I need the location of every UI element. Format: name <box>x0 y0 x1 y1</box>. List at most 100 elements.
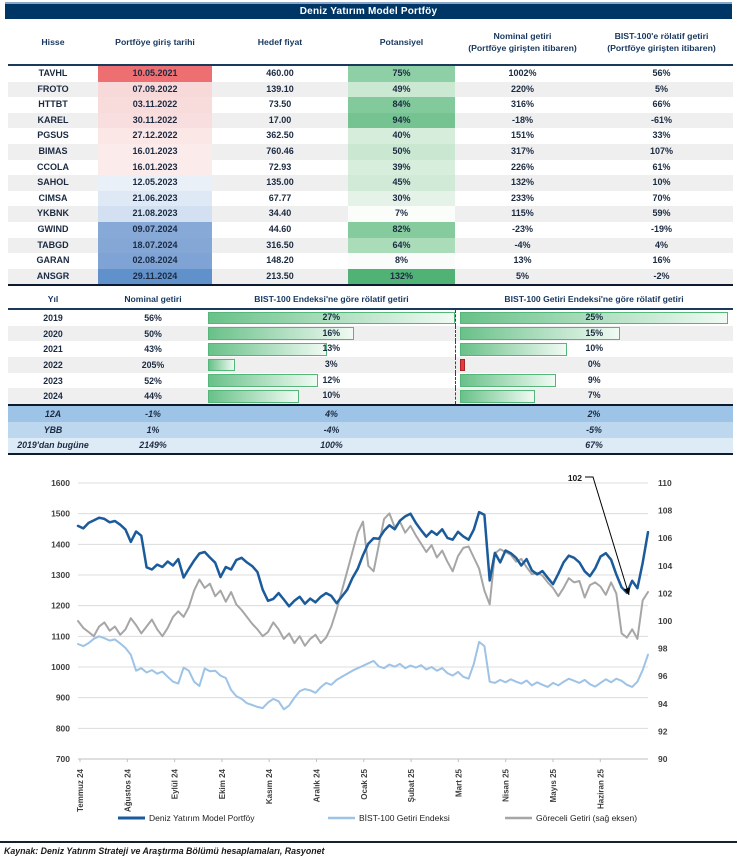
bar-value-label: 0% <box>587 359 601 370</box>
cell-summary-nominal: 1% <box>146 424 160 435</box>
cell-giris-tarihi: 02.08.2024 <box>98 253 212 269</box>
svg-text:Ekim 24: Ekim 24 <box>218 768 227 799</box>
table-row: CCOLA 16.01.2023 72.93 39% 226% 61% <box>8 159 733 176</box>
cell-rolatif-getiri: -61% <box>650 114 672 125</box>
yearly-rows: 2019 56% 27% 25% 2020 50% 16% 15% 2021 43% 13% 10% 2… <box>8 309 733 406</box>
cell-giris-tarihi: 18.07.2024 <box>98 237 212 254</box>
cell-rolatif-getiri: 10% <box>652 177 671 188</box>
report-title: Deniz Yatırım Model Portföy <box>5 2 732 19</box>
portfolio-table-header: Hisse Portföye giriş tarihi Hedef fiyat … <box>8 21 733 66</box>
cell-rolatif-getiri: 33% <box>652 130 671 141</box>
cell-potansiyel: 40% <box>348 128 455 144</box>
cell-giris-tarihi: 21.08.2023 <box>98 206 212 222</box>
svg-text:90: 90 <box>658 754 668 764</box>
cell-hedef-fiyat: 213.50 <box>212 268 348 287</box>
legend-label: BİST-100 Getiri Endeksi <box>359 813 450 823</box>
svg-text:Nisan 25: Nisan 25 <box>502 768 511 801</box>
cell-summary-bist: 4% <box>208 404 455 422</box>
cell-bist-rolatif: 10% <box>208 388 455 405</box>
cell-hedef-fiyat: 460.00 <box>266 68 294 78</box>
cell-potansiyel: 64% <box>348 237 455 254</box>
cell-hedef-fiyat: 316.50 <box>266 239 294 250</box>
cell-rolatif-getiri: 107% <box>649 145 674 156</box>
svg-text:100: 100 <box>658 616 672 626</box>
table-row: PGSUS 27.12.2022 362.50 40% 151% 33% <box>8 128 733 144</box>
portfolio-table: Hisse Portföye giriş tarihi Hedef fiyat … <box>8 21 733 287</box>
cell-hedef-fiyat: 139.10 <box>266 83 294 94</box>
summary-row: 12A -1% 4% 2% <box>8 404 733 422</box>
cell-nominal-getiri: 5% <box>455 268 590 287</box>
svg-text:106: 106 <box>658 533 672 543</box>
svg-text:102: 102 <box>658 588 672 598</box>
cell-bist-rolatif: 13% <box>208 341 455 357</box>
svg-text:700: 700 <box>56 754 70 764</box>
table-row: FROTO 07.09.2022 139.10 49% 220% 5% <box>8 81 733 98</box>
svg-text:Ağustos 24: Ağustos 24 <box>123 768 132 812</box>
cell-yil: 2020 <box>43 328 63 339</box>
year-row: 2023 52% 12% 9% <box>8 372 733 389</box>
cell-hisse: FROTO <box>37 83 69 94</box>
data-bar <box>208 327 355 340</box>
svg-text:Temmuz 24: Temmuz 24 <box>76 768 85 812</box>
cell-hedef-fiyat: 67.77 <box>268 192 292 203</box>
cell-nominal-getiri: -4% <box>514 239 531 250</box>
table-row: TABGD 18.07.2024 316.50 64% -4% 4% <box>8 237 733 254</box>
data-bar <box>208 389 300 403</box>
svg-text:1200: 1200 <box>51 601 70 611</box>
cell-yil: 2019 <box>43 312 63 323</box>
cell-summary-label: 12A <box>8 404 98 422</box>
cell-hisse: CIMSA <box>38 192 68 203</box>
legend-label: Deniz Yatırım Model Portföy <box>149 813 255 823</box>
cell-potansiyel: 8% <box>348 253 455 269</box>
cell-nominal-getiri: 151% <box>510 130 535 141</box>
cell-rolatif-getiri: -19% <box>650 223 672 234</box>
cell-hisse: GARAN <box>36 255 70 266</box>
cell-nominal: 205% <box>141 359 165 370</box>
cell-hisse: BIMAS <box>38 145 68 156</box>
col-header-bist-rolatif: BIST-100 Endeksi'ne göre rölatif getiri <box>208 290 455 310</box>
cell-bist-rolatif: 12% <box>208 373 455 389</box>
cell-summary-bist: -4% <box>323 424 340 435</box>
cell-nominal-getiri: 132% <box>510 177 535 188</box>
cell-summary-label: 2019'dan bugüne <box>8 437 98 456</box>
col-header-bist-getiri-rolatif: BIST-100 Getiri Endeksi'ne göre rölatif … <box>455 290 733 310</box>
svg-text:1300: 1300 <box>51 570 70 580</box>
svg-text:1600: 1600 <box>51 478 70 488</box>
x-axis-labels: Temmuz 24 Ağustos 24 Eylül 24 Ekim 24 Kasım … <box>76 759 605 812</box>
cell-hisse: TABGD <box>37 239 69 250</box>
cell-potansiyel: 45% <box>348 175 455 191</box>
table-row: TAVHL 10.05.2021 460.00 75% 1002% 56% <box>8 65 733 82</box>
cell-nominal: 50% <box>144 328 162 339</box>
svg-text:110: 110 <box>658 478 672 488</box>
svg-text:Mart 25: Mart 25 <box>454 768 463 797</box>
cell-giris-tarihi: 03.11.2022 <box>98 97 212 113</box>
cell-giris-tarihi: 16.01.2023 <box>98 143 212 160</box>
cell-potansiyel: 75% <box>348 65 455 82</box>
cell-giris-tarihi: 27.12.2022 <box>98 128 212 144</box>
cell-rolatif-getiri: 66% <box>652 99 671 110</box>
bar-value-label: 9% <box>587 374 601 385</box>
legend-label: Göreceli Getiri (sağ eksen) <box>536 813 637 823</box>
svg-text:Kasım 24: Kasım 24 <box>265 768 274 804</box>
data-bar <box>208 358 236 372</box>
cell-potansiyel: 50% <box>348 143 455 160</box>
cell-rolatif-getiri: 4% <box>654 239 668 250</box>
series-line-0 <box>77 635 649 711</box>
cell-nominal: 56% <box>144 312 162 323</box>
cell-hedef-fiyat: 72.93 <box>268 161 292 172</box>
bar-value-label: 7% <box>587 390 601 401</box>
svg-text:Mayıs 25: Mayıs 25 <box>549 768 558 802</box>
table-row: ANSGR 29.11.2024 213.50 132% 5% -2% <box>8 268 733 287</box>
chart-svg: 7008009001000110012001300140015001600909… <box>51 473 672 823</box>
svg-text:98: 98 <box>658 644 668 654</box>
col-header-giris-tarihi: Portföye giriş tarihi <box>98 21 212 66</box>
table-row: GWIND 09.07.2024 44.60 82% -23% -19% <box>8 221 733 238</box>
performance-chart: 700 800 900 1000 1100 1200 1300 1400 1500 1600 90 9… <box>0 460 737 838</box>
cell-hedef-fiyat: 44.60 <box>268 223 292 234</box>
right-axis-labels: 90 92 94 96 98 100 102 104 106 108 110 <box>658 478 672 764</box>
yearly-returns-header: Yıl Nominal getiri BIST-100 Endeksi'ne g… <box>8 290 733 310</box>
svg-text:96: 96 <box>658 671 668 681</box>
cell-rolatif-getiri: 16% <box>652 255 671 266</box>
cell-yil: 2022 <box>43 359 63 370</box>
cell-hedef-fiyat: 135.00 <box>266 177 294 188</box>
